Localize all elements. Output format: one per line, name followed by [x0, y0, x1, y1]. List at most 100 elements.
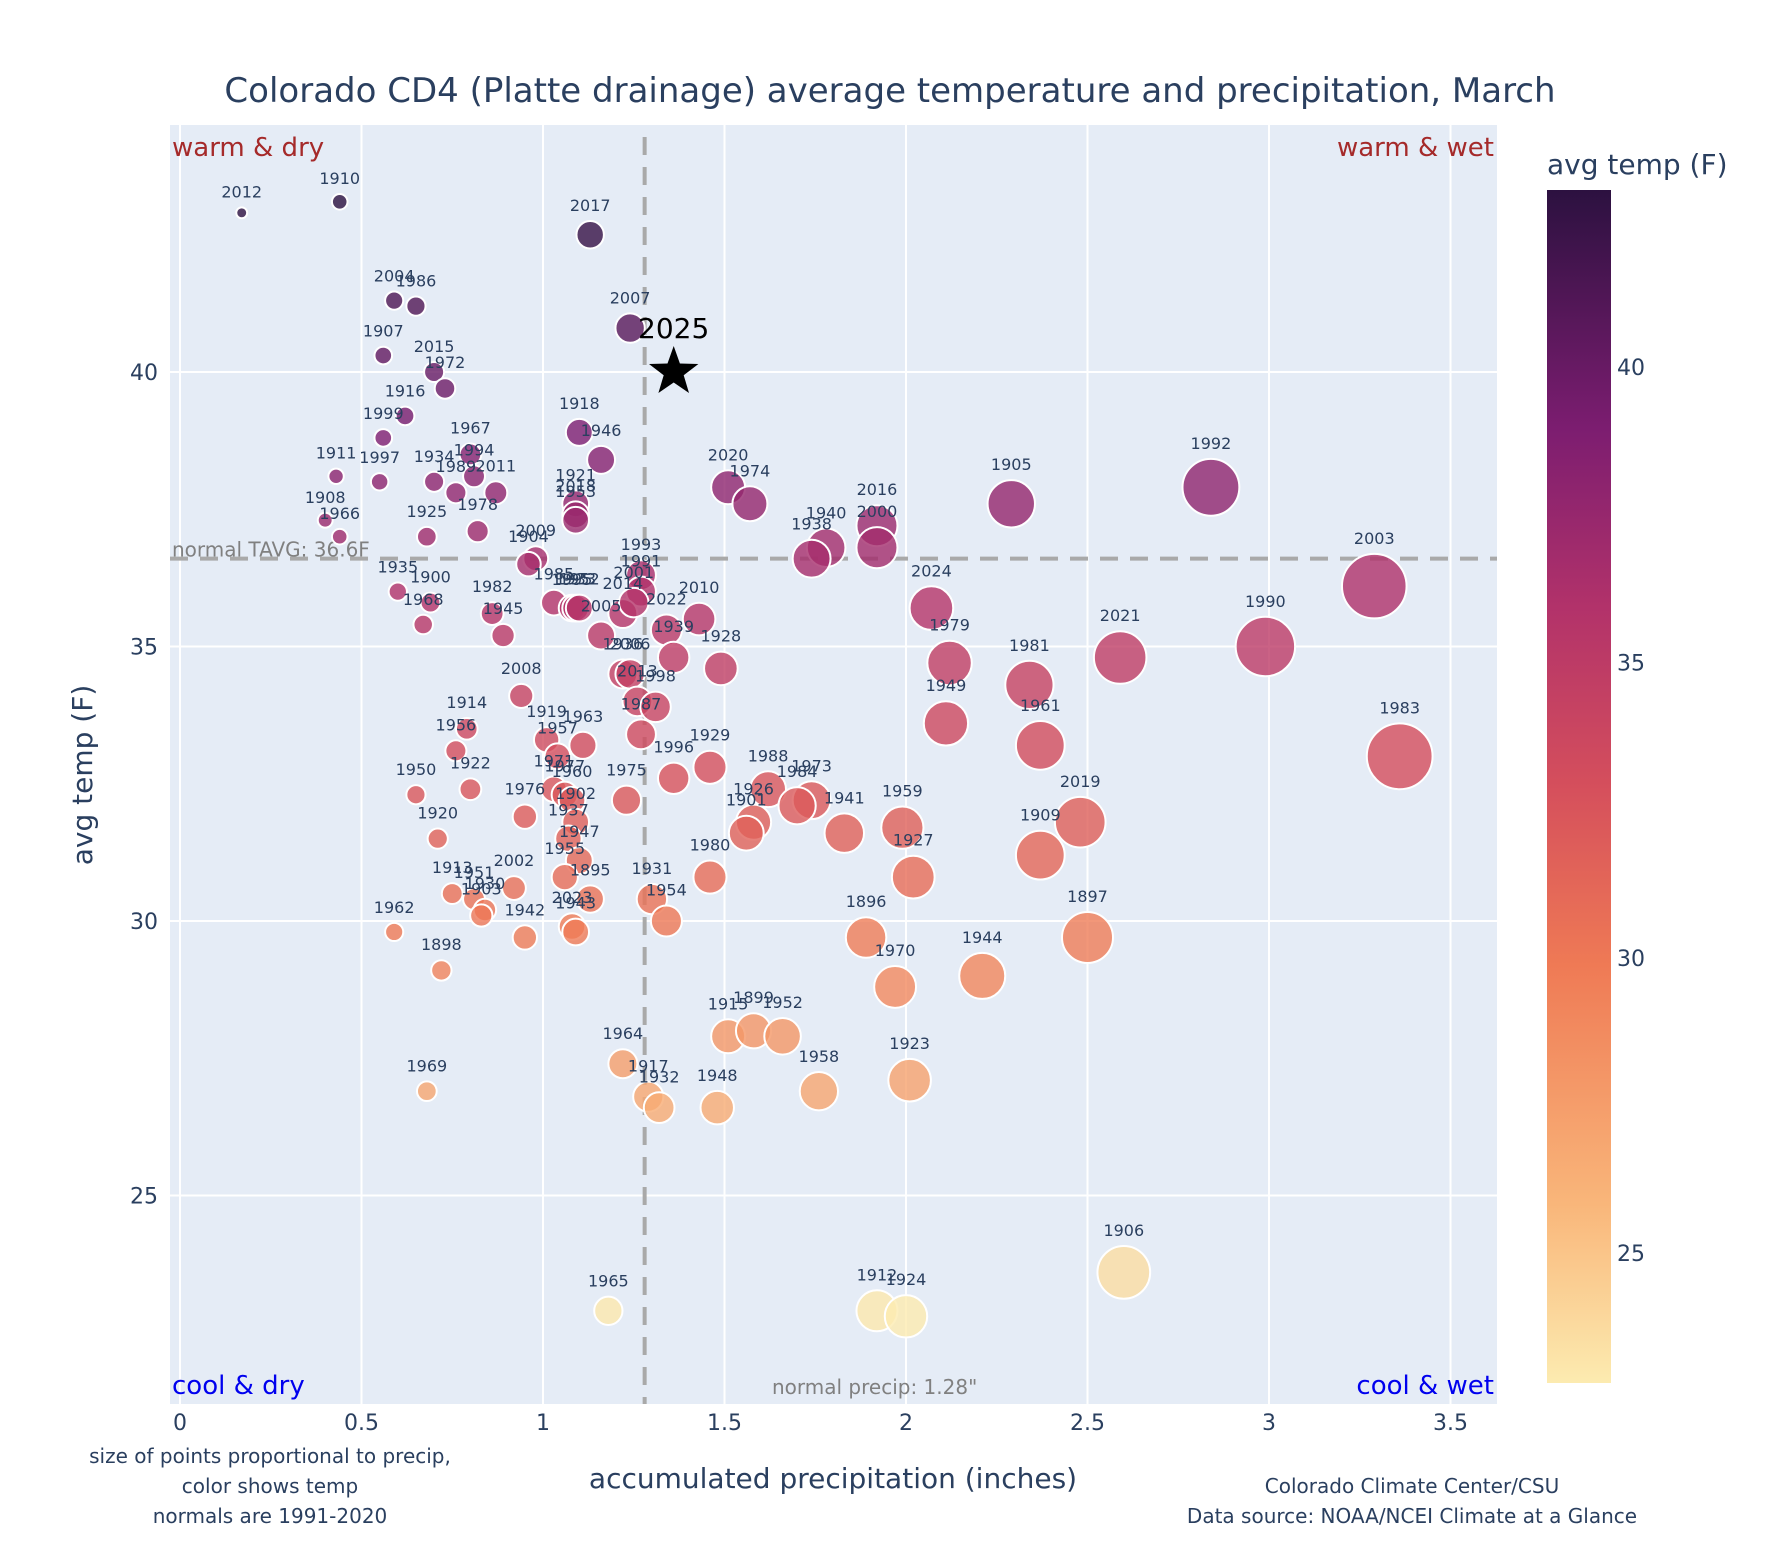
point-label: 2018: [555, 476, 596, 495]
colorbar-tick-label: 35: [1617, 651, 1645, 676]
point-label: 1900: [410, 568, 451, 587]
data-point: [798, 1071, 840, 1112]
data-point: [731, 485, 769, 523]
data-point: [564, 417, 594, 447]
highlight-star-icon: [649, 346, 699, 393]
point-label: 1904: [508, 527, 549, 546]
data-point: [440, 882, 464, 905]
point-label: 2000: [857, 502, 898, 521]
data-point: [703, 650, 739, 687]
point-label: 2017: [570, 196, 611, 215]
data-point: [458, 777, 483, 802]
gridlines: [170, 125, 1497, 1404]
data-point: [1096, 1245, 1152, 1300]
x-tick-label: 0.5: [344, 1411, 379, 1436]
data-point: [1365, 722, 1434, 791]
point-label: 1950: [396, 760, 437, 779]
note-normals: normals are 1991-2020: [153, 1504, 388, 1528]
point-label: 1978: [457, 495, 498, 514]
data-point: [958, 951, 1007, 1000]
data-point: [855, 526, 899, 570]
colorbar-title: avg temp (F): [1547, 148, 1728, 181]
point-label: 1948: [697, 1066, 738, 1085]
data-point: [430, 959, 453, 982]
point-label: 1989: [436, 457, 477, 476]
point-label: 1998: [635, 667, 676, 686]
point-label: 2022: [646, 590, 687, 609]
point-label: 1990: [1245, 592, 1286, 611]
data-point: [330, 527, 349, 546]
point-label: 1988: [748, 746, 789, 765]
point-label: 1919: [526, 702, 567, 721]
point-label: 1903: [461, 879, 502, 898]
point-label: 1983: [1379, 698, 1420, 717]
point-label: 1899: [733, 988, 774, 1007]
point-label: 1969: [406, 1056, 447, 1075]
data-point: [763, 1017, 802, 1056]
data-point: [515, 550, 542, 578]
data-point: [692, 749, 728, 785]
point-label: 1928: [701, 627, 742, 646]
data-point: [479, 601, 505, 626]
data-point: [433, 377, 457, 400]
x-tick-label: 2: [899, 1411, 913, 1436]
data-point: [1340, 552, 1408, 620]
point-label: 1916: [385, 382, 426, 401]
point-label: 1926: [733, 780, 774, 799]
data-point: [887, 1057, 932, 1103]
data-point: [423, 470, 446, 493]
data-point: [749, 770, 787, 809]
data-point: [1014, 719, 1066, 771]
data-point: [681, 601, 717, 637]
point-label: 1955: [544, 839, 585, 858]
point-label: 1898: [421, 935, 462, 954]
point-label: 1954: [646, 880, 687, 899]
data-point: [1234, 615, 1297, 678]
data-point: [873, 964, 918, 1009]
point-label: 1921: [555, 465, 596, 484]
x-tick-label: 1.5: [707, 1411, 742, 1436]
point-label: 1917: [628, 1057, 669, 1076]
data-point: [490, 622, 516, 649]
point-label: 1945: [483, 599, 524, 618]
data-point: [419, 591, 442, 614]
point-label: 1941: [824, 788, 865, 807]
data-point: [614, 312, 646, 344]
x-tick-label: 3: [1262, 1411, 1276, 1436]
data-point: [586, 620, 617, 651]
data-point: [405, 295, 427, 317]
point-label: 1937: [548, 800, 589, 819]
point-label: 1909: [1020, 806, 1061, 825]
point-label: 1949: [926, 676, 967, 695]
data-point: [330, 193, 349, 211]
point-label: 1975: [606, 761, 647, 780]
point-label: 1999: [363, 404, 404, 423]
data-point: [423, 360, 446, 384]
point-label: 2015: [414, 337, 455, 356]
point-label: 2003: [1354, 529, 1395, 548]
data-point: [575, 884, 605, 914]
point-label: 1924: [886, 1270, 927, 1289]
data-point: [511, 924, 539, 951]
point-label: 1934: [414, 447, 455, 466]
x-tick-label: 0: [173, 1411, 187, 1436]
point-label: 1922: [450, 753, 491, 772]
point-label: 1931: [632, 859, 673, 878]
point-label: 1902: [555, 784, 596, 803]
point-label: 1907: [363, 322, 404, 341]
data-point: [405, 784, 427, 806]
data-point: [327, 467, 345, 486]
data-point: [561, 917, 591, 947]
point-label: 1977: [544, 757, 585, 776]
point-label: 2019: [1060, 772, 1101, 791]
data-point: [692, 859, 728, 895]
point-label: 1925: [406, 502, 447, 521]
note-size: size of points proportional to precip,: [89, 1444, 451, 1468]
axis-ticks: 0 0.5 1 1.5 2 2.5 3 3.5 25 30 35 40: [130, 361, 1468, 1436]
point-label: 1962: [374, 898, 415, 917]
note-color: color shows temp: [182, 1474, 358, 1498]
data-point: [791, 538, 832, 579]
data-point: [1092, 630, 1148, 685]
point-label: 1943: [555, 894, 596, 913]
